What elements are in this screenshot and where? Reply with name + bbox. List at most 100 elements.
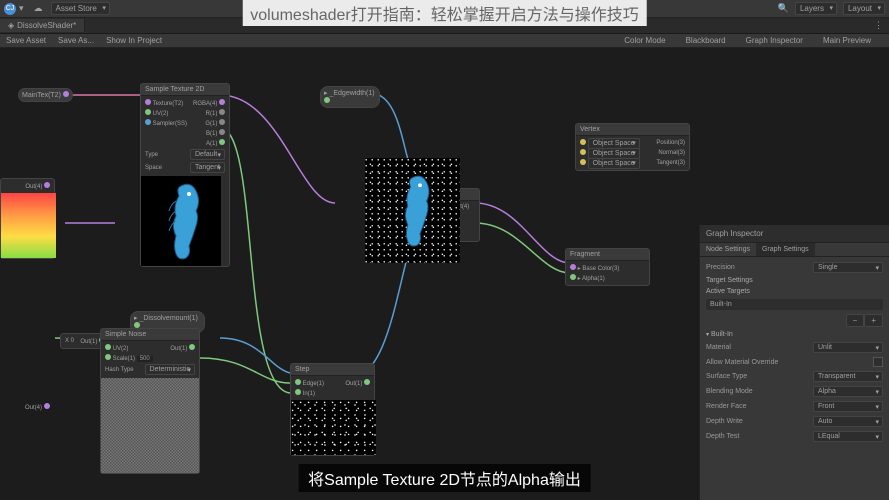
hash-dropdown[interactable]: Deterministic (145, 364, 195, 375)
input-port-in[interactable] (295, 389, 301, 395)
tab-menu-icon[interactable]: ⋮ (868, 20, 889, 31)
type-dropdown[interactable]: Default (190, 149, 225, 160)
node-vertex[interactable]: Vertex Object SpacePosition(3) Object Sp… (575, 123, 690, 171)
node-header: Step (291, 364, 374, 376)
output-port[interactable] (63, 91, 69, 97)
port-label: Normal(3) (658, 150, 685, 156)
port-label: A(1) (206, 141, 217, 147)
depth-write-dropdown[interactable]: Auto (813, 416, 883, 427)
input-port-sampler[interactable] (145, 119, 151, 125)
collapse-icon[interactable]: ▾ (706, 332, 709, 338)
user-avatar: CJ (4, 3, 16, 15)
output-port-a[interactable] (219, 139, 225, 145)
tutorial-title-overlay: volumeshader打开指南：轻松掌握开启方法与操作技巧 (242, 0, 647, 26)
depth-test-label: Depth Test (706, 433, 739, 440)
target-settings-label: Target Settings (706, 275, 883, 286)
port-label: Scale(1) (113, 356, 135, 362)
node-step[interactable]: Step Edge(1)Out(1) In(1) (290, 363, 375, 456)
node-label: _Edgewidth(1) (329, 90, 374, 97)
blackboard-toggle[interactable]: Blackboard (686, 36, 726, 45)
node-maintex[interactable]: MainTex(T2) (18, 88, 73, 102)
sub-toolbar: Save Asset Save As... Show In Project Co… (0, 34, 889, 48)
node-sample-texture-2d[interactable]: Sample Texture 2D Texture(T2)RGBA(4) UV(… (140, 83, 230, 267)
graph-inspector-toggle[interactable]: Graph Inspector (746, 36, 803, 45)
port-label: UV(2) (113, 346, 129, 352)
tab-dissolve-shader[interactable]: ◈ DissolveShader* (0, 19, 85, 32)
scale-value[interactable]: 500 (137, 356, 153, 362)
input-port-uv[interactable] (145, 109, 151, 115)
input-port-edge[interactable] (295, 379, 301, 385)
asset-store-dropdown[interactable]: Asset Store (51, 2, 110, 15)
depth-test-dropdown[interactable]: LEqual (813, 431, 883, 442)
output-port[interactable] (364, 379, 370, 385)
port-label: Alpha(1) (582, 276, 605, 282)
material-dropdown[interactable]: Unlit (813, 342, 883, 353)
target-builtin-item[interactable]: Built-In (706, 299, 883, 310)
port-label: Position(3) (656, 140, 685, 146)
tab-node-settings[interactable]: Node Settings (700, 243, 756, 256)
input-port-normal[interactable] (580, 149, 586, 155)
shader-icon: ◈ (8, 21, 14, 30)
surface-type-dropdown[interactable]: Transparent (813, 371, 883, 382)
save-as-button[interactable]: Save As... (58, 36, 94, 45)
output-port[interactable] (44, 403, 50, 409)
search-icon[interactable]: 🔍 (778, 3, 789, 14)
layout-dropdown[interactable]: Layout (843, 2, 885, 15)
node-header: Simple Noise (101, 329, 199, 341)
blending-mode-dropdown[interactable]: Alpha (813, 386, 883, 397)
add-target-button[interactable]: + (864, 314, 883, 327)
output-port-g[interactable] (219, 119, 225, 125)
input-port-position[interactable] (580, 139, 586, 145)
node-preview (141, 176, 221, 266)
port-label: Tangent(3) (656, 160, 685, 166)
input-port-basecolor[interactable] (570, 264, 576, 270)
main-preview-toggle[interactable]: Main Preview (823, 36, 871, 45)
tab-graph-settings[interactable]: Graph Settings (756, 243, 815, 256)
output-port[interactable] (324, 97, 330, 103)
precision-label: Precision (706, 264, 735, 271)
remove-target-button[interactable]: − (846, 314, 865, 327)
precision-dropdown[interactable]: Single (813, 262, 883, 273)
space-dropdown[interactable]: Object Space (588, 158, 640, 169)
show-in-project-button[interactable]: Show In Project (106, 36, 162, 45)
input-port-scale[interactable] (105, 354, 111, 360)
save-asset-button[interactable]: Save Asset (6, 36, 46, 45)
input-port-uv[interactable] (105, 344, 111, 350)
input-port-tangent[interactable] (580, 159, 586, 165)
node-fragment[interactable]: Fragment ▸ Base Color(3) ▸ Alpha(1) (565, 248, 650, 286)
input-port-texture[interactable] (145, 99, 151, 105)
output-port-r[interactable] (219, 109, 225, 115)
color-mode-dropdown[interactable]: Color Mode (624, 36, 665, 45)
node-preview-particle (365, 158, 460, 263)
node-header: Fragment (566, 249, 649, 261)
port-label: Sampler(SS) (153, 121, 187, 127)
output-port-rgba[interactable] (219, 99, 225, 105)
input-port-alpha[interactable] (570, 274, 576, 280)
port-label: Texture(T2) (153, 101, 184, 107)
step-preview (291, 400, 376, 455)
node-edgewidth[interactable]: ▸ _Edgewidth(1) (320, 86, 380, 108)
port-label: R(1) (206, 111, 218, 117)
node-simple-noise[interactable]: Simple Noise UV(2)Out(1) Scale(1) 500 Ha… (100, 328, 200, 474)
port-label: G(1) (205, 121, 217, 127)
port-label: Out(1) (80, 339, 97, 345)
port-label: Base Color(3) (582, 266, 619, 272)
port-label: X 0 (65, 338, 74, 344)
space-dropdown[interactable]: Tangent (190, 162, 225, 173)
output-port[interactable] (44, 182, 50, 188)
allow-override-label: Allow Material Override (706, 359, 778, 366)
graph-inspector-panel: Graph Inspector Node Settings Graph Sett… (699, 225, 889, 500)
cloud-icon[interactable]: ☁ (34, 3, 43, 14)
node-sample-gradient[interactable]: Out(4) (0, 178, 55, 259)
allow-override-checkbox[interactable] (873, 357, 883, 367)
render-face-dropdown[interactable]: Front (813, 401, 883, 412)
node-label: _Dissolvemount(1) (139, 315, 197, 322)
inspector-tabs: Node Settings Graph Settings (700, 243, 889, 257)
output-port[interactable] (189, 344, 195, 350)
chevron-down-icon: ▾ (19, 3, 24, 14)
user-menu[interactable]: CJ ▾ (4, 3, 24, 15)
port-label: Out(1) (170, 346, 187, 352)
layers-dropdown[interactable]: Layers (795, 2, 837, 15)
output-port-b[interactable] (219, 129, 225, 135)
active-targets-label: Active Targets (706, 286, 883, 297)
